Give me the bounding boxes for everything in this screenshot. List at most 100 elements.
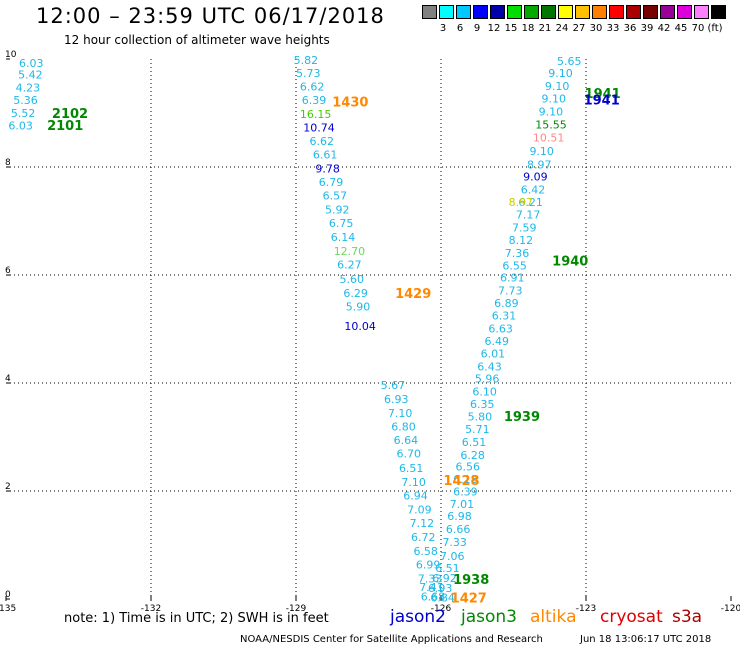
swh-value-label: 6.03 (8, 119, 33, 132)
x-tick-label: -123 (576, 604, 596, 614)
satellite-jason2: jason2 (390, 607, 446, 627)
swh-value-label: 7.09 (407, 503, 432, 516)
swh-value-label: 7.33 (442, 536, 467, 549)
y-tick-label: 0 (5, 590, 11, 600)
scale-swatch (490, 5, 505, 19)
scale-swatch (507, 5, 522, 19)
swh-value-label: 9.10 (548, 67, 573, 80)
swh-value-label: 9.10 (545, 80, 570, 93)
swh-value-label: 7.17 (516, 209, 541, 222)
x-tick-label: -120 (721, 604, 740, 614)
scale-swatch (473, 5, 488, 19)
swh-value-label: 7.06 (440, 550, 465, 563)
swh-value-label: 5.73 (296, 67, 321, 80)
swh-value-label: 6.66 (446, 523, 471, 536)
swh-value-label: 5.71 (465, 423, 490, 436)
scale-swatch (541, 5, 556, 19)
track-id-label: 1429 (395, 287, 431, 302)
scale-tick-label: 9 (473, 23, 481, 34)
scale-tick-label: 18 (521, 23, 535, 34)
swh-value-label: 6.92 (432, 572, 457, 585)
scale-tick-label: 21 (538, 23, 552, 34)
swh-value-label: 6.94 (403, 489, 428, 502)
track-id-label: 2102 (52, 107, 88, 122)
scale-tick-label: 30 (589, 23, 603, 34)
swh-value-label: 5.96 (475, 373, 500, 386)
swh-value-label: 6.93 (384, 393, 409, 406)
scale-swatch (694, 5, 709, 19)
scale-tick-label: 3 (439, 23, 447, 34)
scale-swatch (422, 5, 437, 19)
swh-value-label: 8.97 (527, 158, 552, 171)
swh-value-label: 5.90 (346, 300, 371, 313)
timestamp-text: Jun 18 13:06:17 UTC 2018 (580, 634, 712, 645)
satellite-cryosat: cryosat (600, 607, 663, 627)
scale-tick-label: (ft) (707, 23, 723, 34)
track-id-label: 1941 (585, 87, 621, 102)
scale-swatch (711, 5, 726, 19)
swh-value-label: 6.51 (462, 436, 487, 449)
scale-tick-label: 12 (487, 23, 501, 34)
swh-value-label: 6.89 (494, 297, 518, 310)
swh-value-label: 6.03 (19, 57, 44, 70)
swh-value-label: 9.10 (539, 105, 564, 118)
swh-value-label: 6.75 (329, 217, 354, 230)
scale-tick-label: 27 (572, 23, 586, 34)
swh-value-label: 10.74 (303, 122, 335, 135)
satellite-altika: altika (530, 607, 577, 627)
scale-tick-label: 70 (691, 23, 705, 34)
wave-height-labels: 6.035.424.235.365.526.035.825.736.626.39… (8, 54, 581, 604)
swh-value-label: 6.28 (460, 449, 485, 462)
swh-value-label: 12.70 (334, 245, 366, 258)
swh-value-label: 6.56 (456, 461, 481, 474)
scale-swatch (592, 5, 607, 19)
scale-swatch (677, 5, 692, 19)
swh-value-label: 5.65 (557, 55, 582, 68)
scale-swatch (660, 5, 675, 19)
swh-value-label: 6.31 (492, 310, 517, 323)
swh-value-label: 6.39 (302, 94, 327, 107)
swh-value-label: 6.14 (331, 231, 356, 244)
swh-value-label: 6.68 (421, 590, 446, 603)
swh-value-label: 10.04 (344, 320, 376, 333)
swh-value-label: 8.97 (509, 196, 533, 209)
satellite-s3a: s3a (672, 607, 703, 627)
track-id-label: 2101 (47, 119, 83, 134)
swh-value-label: 6.49 (485, 335, 510, 348)
scale-swatch (439, 5, 454, 19)
scale-swatch (626, 5, 641, 19)
swh-value-label: 6.43 (477, 360, 502, 373)
swh-value-label: 6.98 (447, 510, 472, 523)
swh-value-label: 6.63 (488, 322, 513, 335)
swh-value-label: 7.41 (419, 581, 444, 594)
scale-swatch (609, 5, 624, 19)
swh-value-label: 6.39 (453, 486, 478, 499)
swh-value-label: 6.10 (472, 386, 497, 399)
swh-value-label: 5.60 (340, 273, 365, 286)
y-tick-label: 8 (5, 158, 11, 168)
y-tick-label: 10 (5, 50, 17, 60)
track-id-label: 1430 (332, 96, 368, 111)
swh-value-label: 9.10 (542, 92, 567, 105)
swh-value-label: 15.55 (535, 118, 567, 131)
footer-note: note: 1) Time is in UTC; 2) SWH is in fe… (64, 611, 329, 626)
swh-value-label: 6.62 (310, 135, 335, 148)
track-id-label: 1939 (504, 410, 540, 425)
swh-value-label: 6.61 (313, 149, 338, 162)
swh-value-label: 5.52 (11, 107, 36, 120)
swh-value-label: 6.84 (430, 591, 455, 604)
scale-swatch (575, 5, 590, 19)
swh-value-label: 6.01 (481, 347, 506, 360)
swh-value-label: 7.59 (512, 221, 537, 234)
swh-value-label: 6.27 (337, 259, 362, 272)
swh-value-label: 5.36 (13, 94, 38, 107)
swh-value-label: 6.64 (394, 434, 419, 447)
swh-value-label: 6.93 (428, 582, 453, 595)
y-tick-label: 6 (5, 266, 11, 276)
track-id-label: 1428 (443, 474, 479, 489)
swh-value-label: 5.42 (18, 69, 43, 82)
swh-value-label: 7.12 (410, 517, 435, 530)
swh-value-label: 5.82 (294, 54, 319, 67)
credit-text: NOAA/NESDIS Center for Satellite Applica… (240, 634, 543, 645)
